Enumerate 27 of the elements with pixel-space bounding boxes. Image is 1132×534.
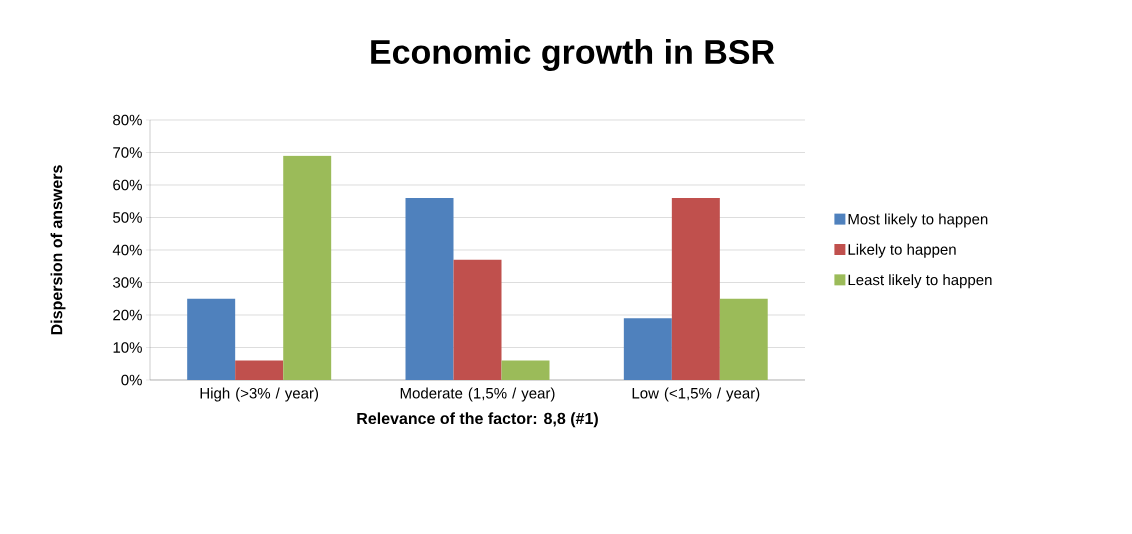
bar: [719, 298, 768, 380]
y-tick-label: 70%: [113, 147, 142, 158]
x-tick-label: Low (<1,5% / year): [632, 387, 760, 402]
bar: [187, 298, 236, 380]
y-tick-label: 80%: [113, 114, 142, 126]
bar: [453, 259, 502, 380]
bar: [235, 360, 284, 380]
legend-label: Least likely to happen: [848, 274, 992, 289]
x-tick-label: Moderate (1,5% / year): [400, 387, 555, 402]
x-tick-label: High (>3% / year): [200, 387, 319, 402]
y-tick-label: 20%: [113, 309, 142, 321]
bar: [501, 360, 550, 380]
legend-label: Likely to happen: [848, 243, 956, 258]
bar: [623, 318, 672, 380]
y-tick-label: 30%: [113, 277, 142, 288]
bar: [283, 155, 332, 380]
y-tick-label: 40%: [112, 244, 142, 256]
chart-title: Economic growth in BSR: [371, 39, 775, 71]
y-tick-label: 60%: [113, 179, 142, 191]
bar: [405, 197, 454, 380]
y-tick-label: 10%: [113, 342, 142, 353]
x-axis-title: Relevance of the factor: 8,8 (#1): [357, 412, 598, 428]
bar: [671, 197, 720, 380]
y-axis-title: Dispersion of answers: [50, 165, 66, 335]
y-tick-label: 50%: [113, 212, 142, 223]
legend-label: Most likely to happen: [848, 213, 988, 228]
y-tick-label: 0%: [121, 374, 142, 386]
